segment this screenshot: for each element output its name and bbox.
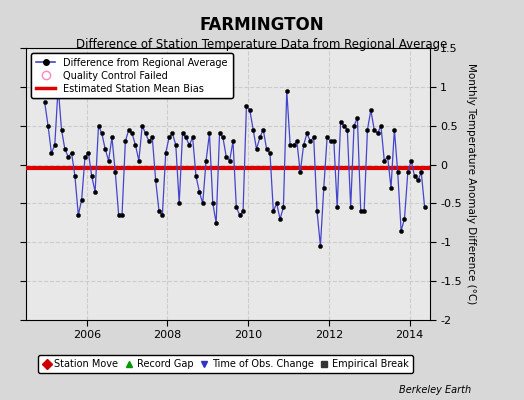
Legend: Difference from Regional Average, Quality Control Failed, Estimated Station Mean: Difference from Regional Average, Qualit… [31, 53, 233, 98]
Text: FARMINGTON: FARMINGTON [200, 16, 324, 34]
Text: Berkeley Earth: Berkeley Earth [399, 385, 472, 395]
Text: Difference of Station Temperature Data from Regional Average: Difference of Station Temperature Data f… [77, 38, 447, 51]
Legend: Station Move, Record Gap, Time of Obs. Change, Empirical Break: Station Move, Record Gap, Time of Obs. C… [38, 355, 413, 373]
Y-axis label: Monthly Temperature Anomaly Difference (°C): Monthly Temperature Anomaly Difference (… [466, 63, 476, 305]
